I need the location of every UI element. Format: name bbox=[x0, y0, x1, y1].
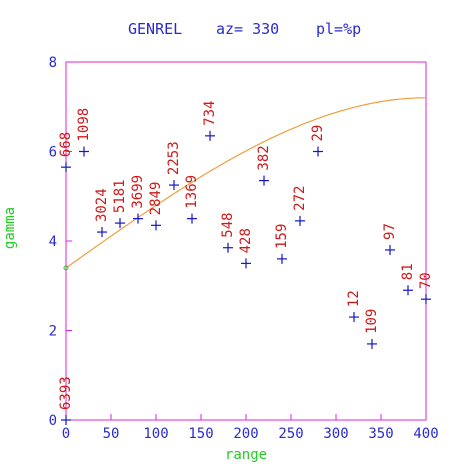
point-count-label: 2253 bbox=[166, 141, 182, 175]
point-count-label: 81 bbox=[400, 263, 416, 280]
y-tick-label: 4 bbox=[49, 234, 57, 250]
data-point: 668 bbox=[58, 132, 74, 173]
data-point: 3024 bbox=[94, 188, 110, 238]
data-point: 2849 bbox=[148, 182, 164, 231]
x-tick-label: 350 bbox=[368, 426, 393, 442]
point-count-label: 70 bbox=[418, 272, 434, 289]
y-axis-ticks: 0 2 4 6 8 bbox=[49, 55, 72, 429]
title-azimuth: az= 330 bbox=[216, 20, 279, 38]
data-point: 81 bbox=[400, 263, 416, 296]
data-point: 97 bbox=[382, 223, 398, 255]
point-count-label: 668 bbox=[58, 132, 74, 157]
chart-title: GENREL az= 330 pl=%p bbox=[128, 20, 361, 38]
data-point: 1098 bbox=[76, 108, 92, 157]
data-point: 6393 bbox=[58, 376, 74, 425]
x-tick-label: 0 bbox=[62, 426, 70, 442]
point-count-label: 1369 bbox=[184, 175, 200, 209]
y-axis-title: gamma bbox=[2, 207, 18, 249]
point-count-label: 3024 bbox=[94, 188, 110, 222]
data-point: 29 bbox=[310, 125, 326, 157]
x-tick-label: 200 bbox=[233, 426, 258, 442]
point-count-label: 1098 bbox=[76, 108, 92, 142]
point-count-label: 2849 bbox=[148, 182, 164, 216]
data-point: 272 bbox=[292, 186, 308, 226]
data-point: 70 bbox=[418, 272, 434, 305]
y-tick-label: 6 bbox=[49, 145, 57, 161]
point-count-label: 382 bbox=[256, 145, 272, 170]
point-count-label: 428 bbox=[238, 228, 254, 253]
point-count-label: 3699 bbox=[130, 175, 146, 209]
point-count-label: 548 bbox=[220, 212, 236, 237]
point-count-label: 109 bbox=[364, 309, 380, 334]
x-tick-label: 50 bbox=[103, 426, 120, 442]
x-axis-ticks: 0 50 100 150 200 250 300 350 400 bbox=[62, 414, 439, 442]
point-count-label: 6393 bbox=[58, 376, 74, 410]
point-count-label: 29 bbox=[310, 125, 326, 142]
point-count-label: 97 bbox=[382, 223, 398, 240]
data-point: 382 bbox=[256, 145, 272, 186]
model-nugget-marker bbox=[63, 265, 69, 271]
title-label: GENREL bbox=[128, 20, 182, 38]
point-count-label: 272 bbox=[292, 186, 308, 211]
data-point: 3699 bbox=[130, 175, 146, 224]
model-curve bbox=[65, 97, 427, 269]
y-tick-label: 8 bbox=[49, 55, 57, 71]
data-point: 5181 bbox=[112, 179, 128, 229]
point-count-label: 5181 bbox=[112, 179, 128, 213]
x-tick-label: 150 bbox=[188, 426, 213, 442]
point-count-label: 159 bbox=[274, 224, 290, 249]
data-point: 1369 bbox=[184, 175, 200, 224]
x-tick-label: 400 bbox=[413, 426, 438, 442]
data-point: 159 bbox=[274, 224, 290, 264]
y-tick-label: 2 bbox=[49, 324, 57, 340]
data-point: 428 bbox=[238, 228, 254, 269]
data-point: 12 bbox=[346, 290, 362, 323]
x-tick-label: 300 bbox=[323, 426, 348, 442]
x-axis-title: range bbox=[225, 447, 267, 463]
data-point: 734 bbox=[202, 101, 218, 141]
point-count-label: 734 bbox=[202, 101, 218, 126]
data-point: 548 bbox=[220, 212, 236, 253]
data-point: 109 bbox=[364, 309, 380, 349]
y-tick-label: 0 bbox=[49, 413, 57, 429]
x-tick-label: 100 bbox=[143, 426, 168, 442]
x-tick-label: 250 bbox=[278, 426, 303, 442]
point-count-label: 12 bbox=[346, 290, 362, 307]
data-point: 2253 bbox=[166, 141, 182, 191]
title-plunge: pl=%p bbox=[316, 20, 361, 38]
